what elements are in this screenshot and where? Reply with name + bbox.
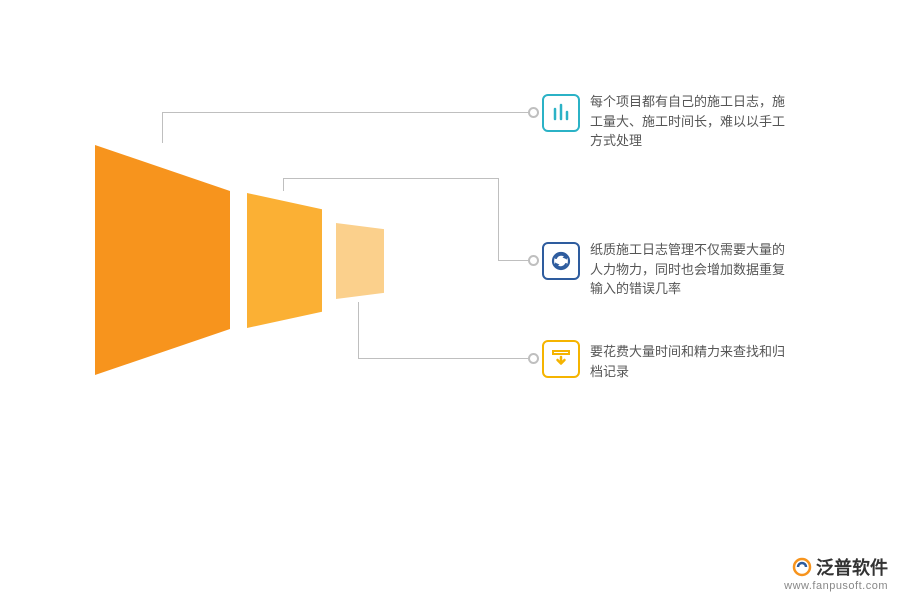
bar-chart-icon (542, 94, 580, 132)
connector-3-seg-2 (358, 358, 532, 359)
download-box-icon (542, 340, 580, 378)
callout-text-1: 每个项目都有自己的施工日志，施工量大、施工时间长，难以以手工方式处理 (590, 92, 790, 151)
connector-end-dot-2 (528, 255, 539, 266)
funnel-segment-1 (95, 145, 230, 375)
connector-end-dot-1 (528, 107, 539, 118)
logo-icon (792, 557, 812, 577)
connector-2-seg-2 (283, 178, 284, 190)
callout-text-2: 纸质施工日志管理不仅需要大量的人力物力，同时也会增加数据重复输入的错误几率 (590, 240, 790, 299)
watermark-url: www.fanpusoft.com (784, 580, 888, 592)
connector-1-seg-3 (162, 112, 532, 113)
watermark: 泛普软件 www.fanpusoft.com (784, 554, 888, 592)
connector-1-seg-1 (162, 142, 163, 143)
connector-2-seg-1 (283, 190, 284, 191)
connector-2-seg-3 (283, 178, 498, 179)
connector-2-seg-4 (498, 178, 499, 260)
connector-1-seg-2 (162, 112, 163, 142)
watermark-brand: 泛普软件 (784, 554, 888, 580)
funnel-segment-3 (336, 223, 384, 299)
connector-2-seg-5 (498, 260, 532, 261)
funnel-segment-2 (247, 193, 322, 328)
connector-end-dot-3 (528, 353, 539, 364)
watermark-brand-text: 泛普软件 (816, 554, 888, 580)
callout-text-3: 要花费大量时间和精力来查找和归档记录 (590, 342, 790, 381)
refresh-icon (542, 242, 580, 280)
connector-3-seg-1 (358, 302, 359, 358)
